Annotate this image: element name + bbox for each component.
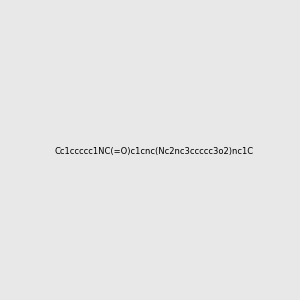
Text: Cc1ccccc1NC(=O)c1cnc(Nc2nc3ccccc3o2)nc1C: Cc1ccccc1NC(=O)c1cnc(Nc2nc3ccccc3o2)nc1C: [54, 147, 253, 156]
